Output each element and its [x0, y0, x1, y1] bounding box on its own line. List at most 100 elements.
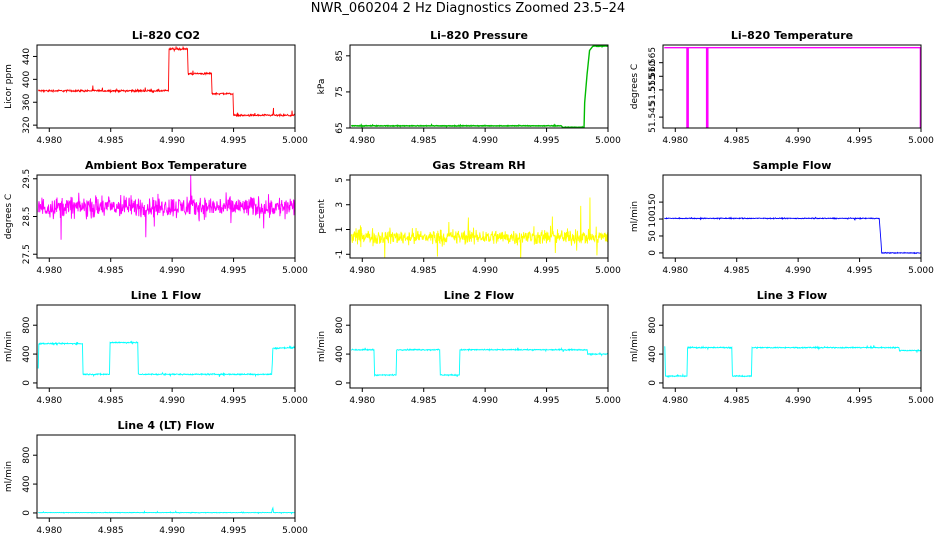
y-axis-label: ml/min [4, 331, 14, 362]
plot-frame [36, 304, 296, 389]
series-line [38, 45, 295, 118]
y-tick-label: 800 [335, 316, 345, 333]
y-tick-label: 800 [22, 316, 32, 333]
y-tick-label: 0 [648, 380, 658, 386]
y-axis-label: Licor ppm [4, 64, 14, 109]
y-axis-label: degrees C [630, 64, 640, 109]
plot-frame [36, 44, 296, 129]
series-line [37, 175, 295, 240]
y-tick-label: 100 [648, 210, 658, 227]
y-tick-label: 800 [22, 446, 32, 463]
y-tick-label: 0 [335, 380, 345, 386]
y-tick-label: 1 [335, 227, 345, 233]
series-line [664, 344, 921, 378]
y-tick-label: 29.5 [22, 169, 32, 189]
y-axis-label: ml/min [630, 331, 640, 362]
x-tick-label: 4.980 [36, 266, 62, 276]
x-tick-label: 5.000 [595, 396, 621, 406]
y-tick-label: 400 [648, 345, 658, 362]
y-axis-label: ml/min [630, 201, 640, 232]
series-line [350, 347, 608, 378]
x-tick-label: 5.000 [595, 266, 621, 276]
y-tick-label: 5 [335, 177, 345, 183]
y-axis-label: ml/min [4, 461, 14, 492]
y-tick-label: 75 [335, 86, 345, 97]
x-tick-label: 4.985 [724, 136, 750, 146]
series-line [37, 340, 295, 378]
y-tick-label: 0 [22, 380, 32, 386]
y-tick-label: 440 [22, 48, 32, 65]
x-tick-label: 4.985 [411, 266, 437, 276]
x-tick-label: 4.980 [349, 396, 375, 406]
x-tick-label: 4.990 [785, 396, 811, 406]
chart-panel-4: Ambient Box Temperature degrees C 4.980 4.9… [4, 159, 308, 276]
x-tick-label: 4.995 [221, 266, 247, 276]
x-tick-label: 5.000 [282, 266, 308, 276]
y-tick-label: 320 [22, 116, 32, 133]
y-tick-label: 360 [22, 93, 32, 110]
x-tick-label: 4.995 [534, 136, 560, 146]
x-tick-label: 4.995 [534, 396, 560, 406]
plot-frame [349, 44, 609, 129]
y-tick-label: 65 [335, 122, 345, 133]
y-tick-label: 51.545 [648, 101, 658, 132]
x-tick-label: 4.995 [534, 266, 560, 276]
y-tick-label: -1 [335, 250, 345, 259]
chart-title: Li–820 Temperature [731, 29, 853, 42]
x-tick-label: 4.990 [159, 396, 185, 406]
y-tick-label: 27.5 [22, 244, 32, 264]
x-tick-label: 4.985 [724, 266, 750, 276]
x-tick-label: 4.985 [411, 136, 437, 146]
x-tick-label: 5.000 [282, 526, 308, 536]
y-tick-label: 50 [648, 230, 658, 242]
x-tick-label: 4.995 [221, 396, 247, 406]
x-tick-label: 4.985 [98, 266, 124, 276]
plot-frame [662, 44, 922, 129]
y-tick-label: 28.5 [22, 206, 32, 226]
y-tick-label: 85 [335, 50, 345, 61]
x-tick-label: 4.985 [98, 526, 124, 536]
x-tick-label: 4.990 [159, 266, 185, 276]
y-axis-label: ml/min [317, 331, 327, 362]
chart-panel-10: Line 4 (LT) Flow ml/min 4.980 4.985 4.990 4.9… [4, 419, 308, 536]
y-axis-label: degrees C [4, 194, 14, 239]
y-tick-label: 150 [648, 193, 658, 210]
x-tick-label: 4.980 [662, 266, 688, 276]
chart-panel-5: Gas Stream RH percent 4.980 4.985 4.990 4.995… [317, 159, 621, 276]
series-line [350, 45, 608, 128]
x-tick-label: 5.000 [595, 136, 621, 146]
y-tick-label: 51.560 [648, 60, 658, 92]
chart-panel-2: Li–820 Pressure kPa 4.980 4.985 4.990 4.995 5.… [317, 29, 621, 146]
y-axis-label: kPa [317, 79, 327, 95]
chart-panel-6: Sample Flow ml/min 4.980 4.985 4.990 4.995 5.0… [630, 159, 934, 276]
x-tick-label: 4.980 [36, 526, 62, 536]
y-tick-label: 51.555 [648, 74, 658, 106]
x-tick-label: 4.980 [662, 396, 688, 406]
chart-panel-9: Line 3 Flow ml/min 4.980 4.985 4.990 4.995 5.0… [630, 289, 934, 406]
chart-title: Sample Flow [753, 159, 832, 172]
x-tick-label: 5.000 [282, 396, 308, 406]
chart-title: Li–820 CO2 [132, 29, 200, 42]
x-tick-label: 4.995 [847, 396, 873, 406]
chart-title: Line 1 Flow [131, 289, 201, 302]
y-tick-label: 400 [22, 475, 32, 492]
x-tick-label: 4.980 [349, 266, 375, 276]
y-tick-label: 0 [22, 510, 32, 516]
x-tick-label: 5.000 [908, 266, 934, 276]
x-tick-label: 4.980 [36, 136, 62, 146]
x-tick-label: 4.990 [472, 136, 498, 146]
plot-frame [349, 174, 609, 259]
plot-frame [36, 434, 296, 519]
y-tick-label: 51.565 [648, 47, 658, 78]
x-tick-label: 5.000 [908, 396, 934, 406]
chart-panel-3: Li–820 Temperature degrees C 4.980 4.985 4.9… [630, 29, 934, 146]
x-tick-label: 4.995 [847, 266, 873, 276]
plot-frame [349, 304, 609, 389]
plot-frame [662, 174, 922, 259]
chart-title: Line 2 Flow [444, 289, 514, 302]
x-tick-label: 4.985 [98, 136, 124, 146]
y-tick-label: 800 [648, 316, 658, 333]
x-tick-label: 4.995 [847, 136, 873, 146]
chart-title: Gas Stream RH [432, 159, 525, 172]
